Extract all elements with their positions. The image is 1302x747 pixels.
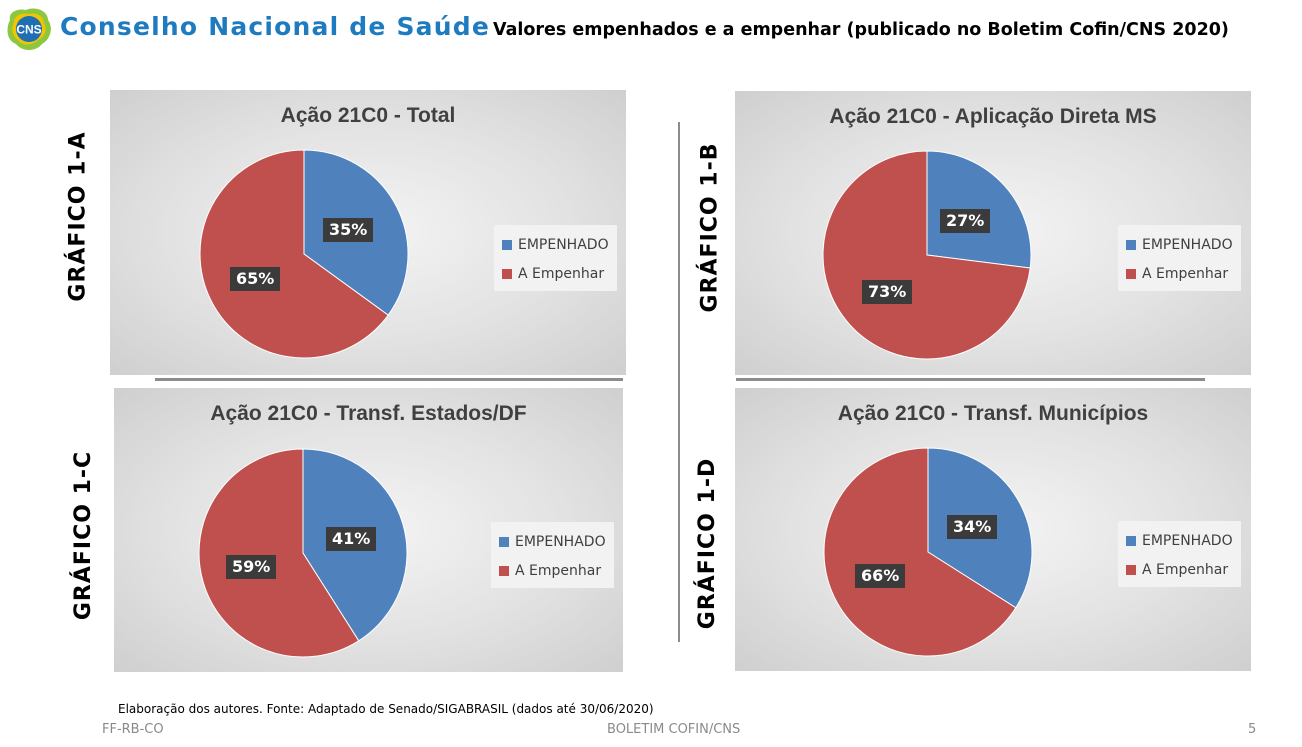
legend-item-empenhado: EMPENHADO (1126, 526, 1233, 555)
legend-b: EMPENHADO A Empenhar (1118, 225, 1241, 291)
legend-c: EMPENHADO A Empenhar (491, 522, 614, 588)
legend-item-a-empenhar: A Empenhar (1126, 259, 1233, 288)
legend-swatch-a-empenhar (1126, 268, 1136, 279)
legend-item-empenhado: EMPENHADO (502, 230, 609, 259)
separator-right (736, 378, 1205, 381)
source-note: Elaboração dos autores. Fonte: Adaptado … (118, 702, 654, 716)
legend-item-empenhado: EMPENHADO (499, 527, 606, 556)
logo-text: CNS (16, 23, 41, 37)
legend-d: EMPENHADO A Empenhar (1118, 521, 1241, 587)
side-label-b: GRÁFICO 1-B (697, 142, 723, 312)
chart-panel-b: Ação 21C0 - Aplicação Direta MS 27% 73% … (735, 91, 1251, 375)
pie-slice-a-empenhar-c (198, 448, 360, 658)
side-label-d: GRÁFICO 1-D (695, 457, 721, 629)
pie-chart-d (823, 447, 1033, 657)
cns-logo: CNS (7, 8, 51, 50)
pie-slice-a-empenhar-a (199, 149, 389, 359)
chart-title-b: Ação 21C0 - Aplicação Direta MS (829, 105, 1157, 128)
page-number: 5 (1248, 722, 1257, 737)
chart-title-c: Ação 21C0 - Transf. Estados/DF (210, 402, 527, 425)
data-label-empenhado-b: 27% (940, 209, 991, 233)
data-label-empenhado-a: 35% (323, 218, 374, 242)
data-label-a-empenhar-c: 59% (226, 555, 277, 579)
pie-chart-a (199, 149, 409, 359)
legend-swatch-a-empenhar (1126, 564, 1136, 575)
chart-panel-a: Ação 21C0 - Total 35% 65% EMPENHADO A Em… (110, 90, 626, 375)
side-label-a: GRÁFICO 1-A (65, 130, 91, 302)
data-label-a-empenhar-b: 73% (862, 280, 913, 304)
data-label-empenhado-d: 34% (947, 515, 998, 539)
slide-title: Valores empenhados e a empenhar (publica… (493, 20, 1229, 40)
separator-vertical (678, 122, 680, 642)
side-label-c: GRÁFICO 1-C (71, 450, 97, 620)
separator-left (155, 378, 623, 381)
chart-panel-c: Ação 21C0 - Transf. Estados/DF 41% 59% E… (114, 388, 623, 672)
legend-item-empenhado: EMPENHADO (1126, 230, 1233, 259)
legend-swatch-empenhado (1126, 239, 1136, 250)
legend-swatch-empenhado (502, 239, 512, 250)
data-label-a-empenhar-d: 66% (855, 564, 906, 588)
pie-slice-a-empenhar-b (822, 150, 1031, 360)
org-name: Conselho Nacional de Saúde (60, 12, 490, 41)
data-label-a-empenhar-a: 65% (230, 267, 281, 291)
pie-chart-c (198, 448, 408, 658)
legend-item-a-empenhar: A Empenhar (1126, 555, 1233, 584)
legend-swatch-empenhado (499, 536, 509, 547)
legend-swatch-a-empenhar (499, 565, 509, 576)
pie-chart-b (822, 150, 1032, 360)
legend-a: EMPENHADO A Empenhar (494, 225, 617, 291)
chart-panel-d: Ação 21C0 - Transf. Municípios 34% 66% E… (735, 388, 1251, 671)
chart-title-d: Ação 21C0 - Transf. Municípios (837, 402, 1149, 425)
data-label-empenhado-c: 41% (326, 527, 377, 551)
footer-center: BOLETIM COFIN/CNS (607, 722, 741, 737)
legend-item-a-empenhar: A Empenhar (502, 259, 609, 288)
legend-swatch-empenhado (1126, 535, 1136, 546)
pie-slice-a-empenhar-d (823, 447, 1017, 657)
legend-item-a-empenhar: A Empenhar (499, 556, 606, 585)
footer-left: FF-RB-CO (102, 722, 164, 737)
legend-swatch-a-empenhar (502, 268, 512, 279)
chart-title-a: Ação 21C0 - Total (280, 104, 456, 127)
